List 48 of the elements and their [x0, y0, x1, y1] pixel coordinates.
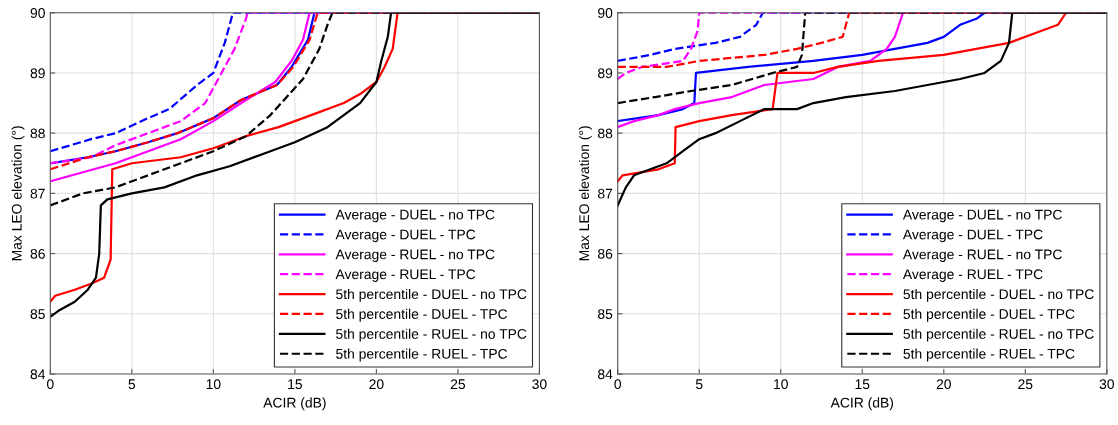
legend-label: Average - DUEL - no TPC: [335, 209, 495, 223]
legend-label: 5th percentile - DUEL - no TPC: [336, 288, 527, 302]
x-tick-label: 25: [1018, 379, 1033, 390]
legend-label: Average - RUEL - TPC: [335, 269, 476, 282]
x-tick-label: 5: [128, 379, 136, 390]
legend-label: Average - RUEL - no TPC: [902, 249, 1062, 263]
legend-label: 5th percentile - RUEL - TPC: [336, 348, 508, 362]
legend-label: 5th percentile - RUEL - TPC: [903, 348, 1075, 362]
legend-label: 5th percentile - DUEL - TPC: [903, 308, 1075, 322]
x-tick-label: 30: [532, 379, 547, 390]
x-tick-label: 15: [855, 379, 870, 390]
x-tick-label: 20: [369, 379, 384, 390]
y-tick-label: 85: [597, 309, 613, 319]
legend-label: Average - RUEL - TPC: [902, 269, 1043, 282]
legend-label: Average - DUEL - TPC: [335, 229, 476, 243]
y-tick-label: 84: [30, 369, 46, 380]
x-tick-label: 20: [936, 379, 951, 390]
x-tick-label: 0: [46, 379, 54, 390]
y-axis-title: Max LEO elevation (°): [578, 126, 592, 261]
legend-label: Average - DUEL - no TPC: [902, 209, 1062, 223]
x-axis-title: ACIR (dB): [263, 397, 326, 411]
y-tick-label: 90: [30, 8, 45, 18]
x-tick-label: 10: [206, 379, 221, 390]
y-axis-title: Max LEO elevation (°): [11, 126, 25, 261]
x-tick-label: 25: [450, 379, 466, 390]
y-tick-label: 85: [30, 309, 45, 319]
x-axis-title: ACIR (dB): [830, 397, 894, 411]
y-tick-label: 88: [597, 128, 613, 139]
legend-label: 5th percentile - DUEL - no TPC: [903, 288, 1094, 302]
y-tick-label: 90: [598, 8, 613, 18]
y-tick-label: 88: [30, 128, 45, 139]
x-tick-label: 30: [1099, 379, 1114, 390]
y-tick-label: 84: [597, 369, 613, 380]
y-tick-label: 87: [30, 188, 45, 199]
y-tick-label: 89: [30, 68, 45, 79]
x-tick-label: 5: [695, 379, 703, 390]
legend-label: 5th percentile - RUEL - no TPC: [336, 328, 527, 342]
y-tick-label: 87: [597, 188, 613, 199]
x-tick-label: 10: [774, 379, 788, 390]
legend-label: Average - RUEL - no TPC: [335, 249, 495, 263]
legend-label: Average - DUEL - TPC: [902, 229, 1043, 243]
legend-label: 5th percentile - DUEL - TPC: [336, 308, 508, 322]
y-tick-label: 89: [597, 68, 613, 79]
y-tick-label: 86: [597, 248, 613, 259]
legend-label: 5th percentile - RUEL - no TPC: [903, 328, 1094, 342]
y-tick-label: 86: [30, 248, 45, 259]
x-tick-label: 0: [614, 379, 622, 390]
x-tick-label: 15: [288, 379, 303, 390]
